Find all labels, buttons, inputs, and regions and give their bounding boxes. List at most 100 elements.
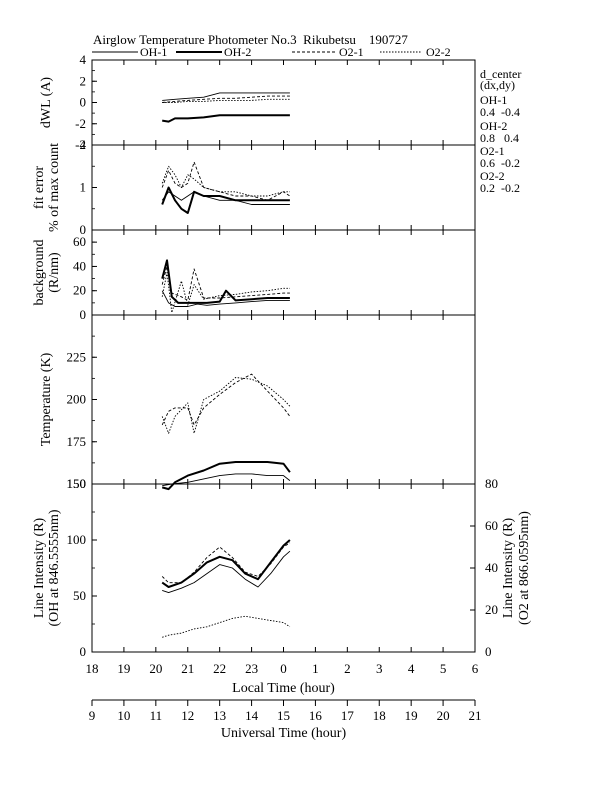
y-tick-label: 2	[80, 137, 87, 152]
x-universal-tick-label: 15	[277, 708, 290, 723]
legend-item-oh-1: OH-1	[92, 45, 167, 59]
y-tick-label: 40	[73, 258, 86, 273]
y-tick-label: -4	[75, 137, 86, 152]
y-tick-label: 150	[67, 476, 87, 491]
y-tick-label: 4	[80, 52, 87, 67]
x-universal-tick-label: 11	[150, 708, 163, 723]
x-local-tick-label: 21	[181, 661, 194, 676]
x-local-tick-label: 18	[86, 661, 99, 676]
d-center-values: 0.2 -0.2	[480, 181, 520, 195]
x-local-tick-label: 0	[280, 661, 287, 676]
series-oh-2-line	[161, 539, 291, 588]
x-universal-tick-label: 20	[437, 708, 450, 723]
x-local-axis-label: Local Time (hour)	[232, 681, 335, 696]
x-local-tick-label: 2	[344, 661, 351, 676]
panel-3: 60 40 20 0 background (R/nm)	[32, 229, 476, 322]
d-center-values: 0.4 -0.4	[480, 105, 520, 119]
y-tick-label: 0	[80, 95, 87, 110]
y-axis-label: dWL (A)	[39, 77, 54, 129]
y-tick-label: 1	[80, 180, 87, 195]
x-universal-tick-label: 9	[89, 708, 96, 723]
y-tick-label: 225	[67, 349, 87, 364]
x-universal-tick-label: 21	[469, 708, 482, 723]
y-axis-label: Temperature (K)	[39, 352, 54, 446]
x-local-tick-label: 6	[472, 661, 479, 676]
x-local-tick-label: 3	[376, 661, 383, 676]
d-center-annotation: d_center(dx,dy)OH-10.4 -0.4OH-20.8 0.4O2…	[480, 67, 521, 195]
legend-label: OH-1	[140, 45, 167, 59]
legend-label: OH-2	[224, 45, 251, 59]
y-right-tick-label: 60	[485, 518, 498, 533]
x-universal-tick-label: 14	[245, 708, 259, 723]
series-oh-2-line	[162, 114, 290, 123]
x-local-tick-label: 5	[440, 661, 447, 676]
series-o2-1-line	[161, 265, 290, 301]
x-local-tick-label: 19	[117, 661, 130, 676]
series-oh-1-line	[162, 473, 291, 487]
y-axis-label: % of max count	[47, 143, 62, 232]
d-center-title: d_center	[480, 67, 521, 81]
panel-4: 225 200 175 150 Temperature (K)	[39, 314, 476, 491]
y-right-tick-label: 40	[485, 560, 498, 575]
series-o2-2-line	[161, 377, 291, 434]
x-universal-tick-label: 16	[309, 708, 323, 723]
x-local-tick-label: 1	[312, 661, 319, 676]
legend-item-oh-2: OH-2	[176, 45, 251, 59]
x-universal-tick-label: 18	[373, 708, 386, 723]
y-tick-label: 60	[73, 234, 86, 249]
y-axis-label: (OH at 846.5555nm)	[47, 509, 62, 626]
legend-label: O2-2	[426, 45, 451, 59]
panel-frame	[91, 144, 476, 231]
x-local-tick-label: 4	[408, 661, 415, 676]
panel-2: 2 1 0 fit error% of max count	[32, 137, 476, 237]
x-universal-tick-label: 12	[181, 708, 194, 723]
series-o2-2-line	[162, 98, 290, 103]
legend-item-o2-2: O2-2	[380, 45, 451, 59]
y-axis-label: (R/nm)	[47, 252, 62, 293]
series-o2-2-line	[161, 165, 290, 197]
y-right-tick-label: 80	[485, 476, 498, 491]
panel-frame	[91, 483, 476, 653]
legend: OH-1 OH-2 O2-1 O2-2	[92, 45, 451, 59]
series-oh-2-line	[161, 259, 290, 304]
chart-title: Airglow Temperature Photometer No.3 Riku…	[93, 32, 408, 47]
d-center-name: OH-2	[480, 119, 507, 133]
x-universal-axis-label: Universal Time (hour)	[221, 726, 347, 741]
series-o2-1-line	[161, 161, 291, 201]
y-axis-label: background	[32, 239, 47, 305]
x-universal-tick-label: 19	[405, 708, 418, 723]
y-tick-label: 100	[67, 532, 87, 547]
d-center-name: O2-1	[480, 144, 505, 158]
series-oh-2-line	[161, 461, 291, 491]
d-center-name: OH-1	[480, 93, 507, 107]
y-right-tick-label: 20	[485, 602, 498, 617]
d-center-name: O2-2	[480, 169, 505, 183]
d-center-subtitle: (dx,dy)	[480, 78, 515, 92]
legend-item-o2-1: O2-1	[292, 45, 364, 59]
panel-frame	[91, 229, 476, 316]
y-tick-label: 0	[80, 222, 87, 237]
x-universal-tick-label: 10	[117, 708, 130, 723]
y-tick-label: -2	[75, 116, 86, 131]
y-tick-label: 20	[73, 283, 86, 298]
legend-label: O2-1	[339, 45, 364, 59]
series-oh-1-line	[162, 92, 290, 101]
series-o2-1-line	[161, 542, 291, 584]
series-o2-1-line	[161, 373, 291, 426]
y-axis-label: Line Intensity (R)	[32, 518, 47, 619]
x-universal-tick-label: 17	[341, 708, 355, 723]
panel-frame	[91, 59, 476, 146]
y-right-tick-label: 0	[485, 644, 492, 659]
series-o2-2-line	[162, 615, 291, 638]
y-tick-label: 0	[80, 307, 87, 322]
y-right-axis-label: Line Intensity (R)	[501, 518, 516, 619]
panel-1: 4 2 0 -2 -4 dWL (A)	[39, 52, 476, 152]
d-center-values: 0.6 -0.2	[480, 156, 520, 170]
y-right-axis-label: (O2 at 866.0595nm)	[517, 511, 532, 625]
y-tick-label: 150	[67, 476, 87, 491]
d-center-values: 0.8 0.4	[480, 131, 519, 145]
y-tick-label: 2	[80, 73, 87, 88]
